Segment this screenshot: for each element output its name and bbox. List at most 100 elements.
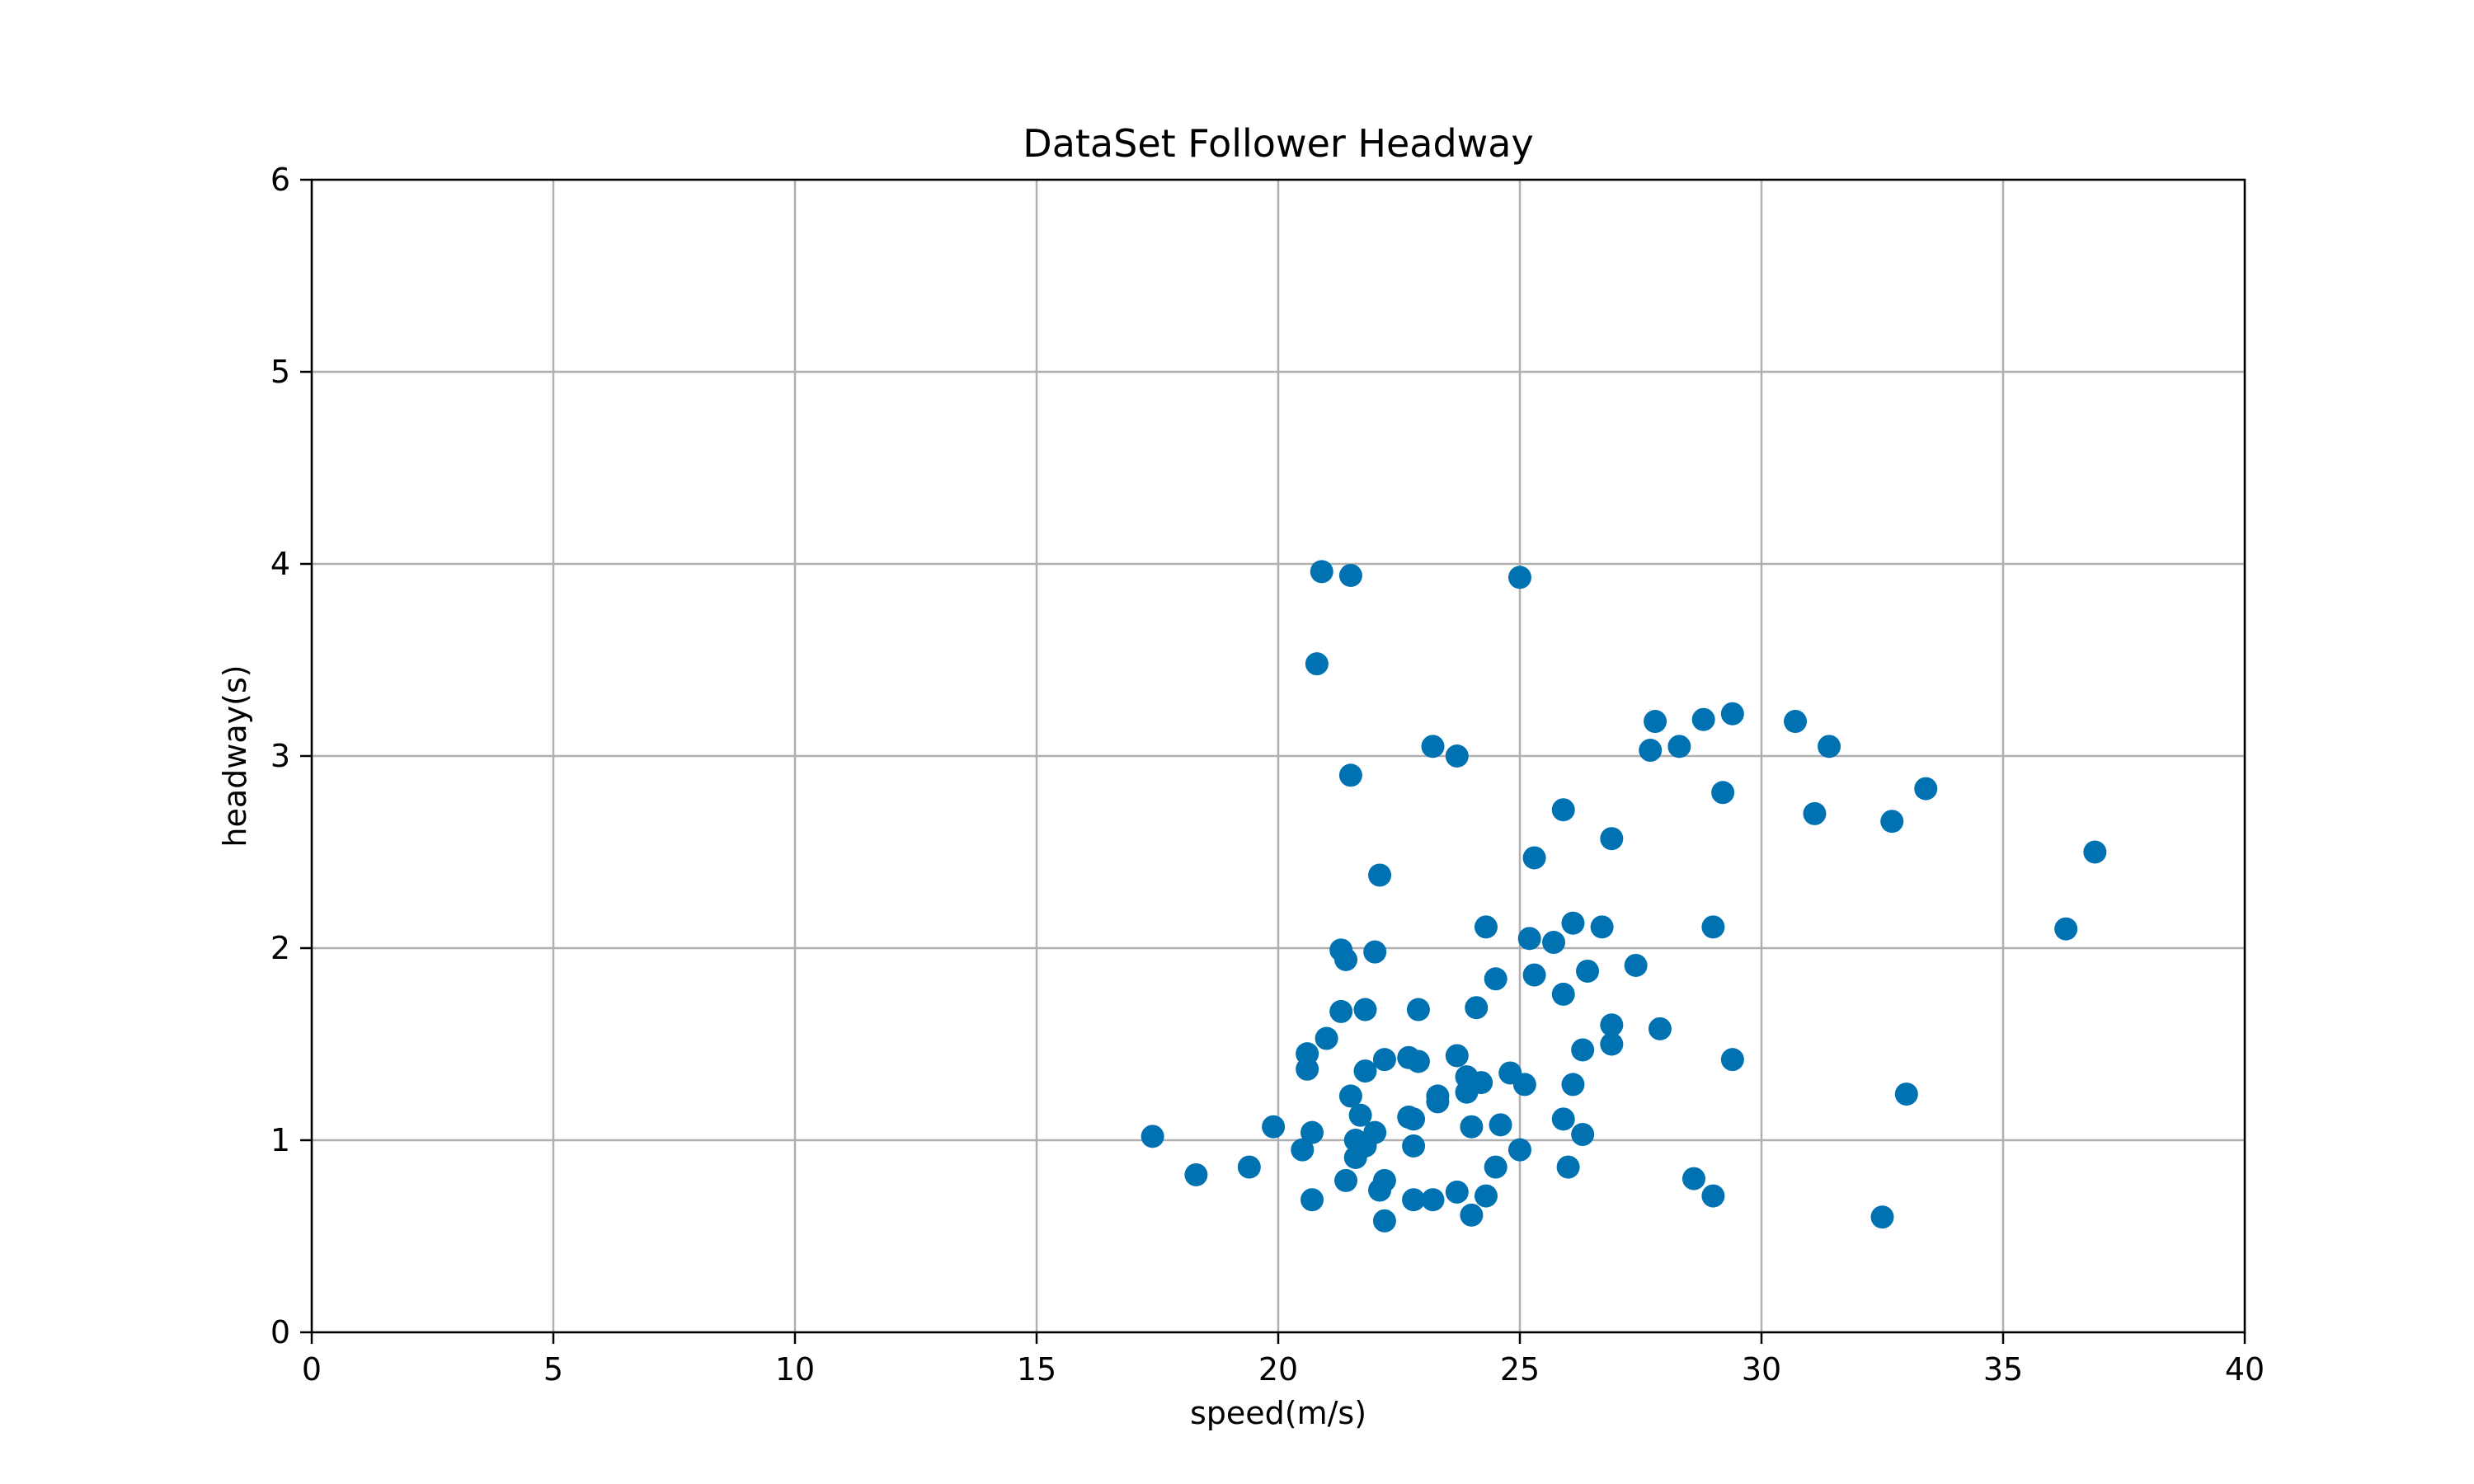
data-point: [1542, 931, 1566, 955]
data-point: [1300, 1188, 1324, 1212]
data-point: [1720, 702, 1744, 726]
data-point: [1315, 1026, 1338, 1050]
data-point: [1445, 1180, 1469, 1204]
data-point: [1818, 735, 1841, 758]
data-point: [1644, 710, 1667, 734]
data-point: [1363, 1120, 1387, 1144]
data-point: [2054, 917, 2078, 941]
data-point: [1484, 1155, 1507, 1179]
y-axis-label: headway(s): [217, 665, 253, 847]
data-point: [1512, 1073, 1536, 1097]
data-point: [1551, 798, 1575, 822]
data-point: [1363, 940, 1387, 964]
data-point: [1600, 1013, 1624, 1037]
data-point: [1368, 863, 1392, 887]
data-point: [1576, 959, 1600, 983]
data-point: [1372, 1209, 1396, 1233]
x-tick-label: 15: [1017, 1351, 1056, 1388]
data-point: [1372, 1168, 1396, 1192]
data-point: [1305, 652, 1329, 676]
data-point: [1561, 911, 1585, 935]
data-points: [1141, 560, 2107, 1233]
data-point: [1720, 1048, 1744, 1072]
data-point: [1421, 735, 1445, 758]
data-point: [1421, 1188, 1445, 1212]
data-point: [1551, 1107, 1575, 1131]
data-point: [1681, 1167, 1705, 1190]
x-tick-label: 0: [302, 1351, 322, 1388]
chart-title: DataSet Follower Headway: [1023, 121, 1533, 166]
data-point: [1310, 560, 1333, 584]
data-point: [1600, 827, 1624, 851]
data-point: [1711, 781, 1735, 805]
x-tick-label: 40: [2225, 1351, 2265, 1388]
data-point: [1460, 1203, 1484, 1227]
data-point: [1474, 1184, 1498, 1208]
data-point: [1784, 710, 1808, 734]
data-point: [1445, 1044, 1469, 1068]
data-point: [1624, 953, 1648, 977]
data-point: [1262, 1115, 1286, 1139]
data-point: [1522, 963, 1546, 987]
data-point: [1691, 707, 1715, 731]
x-tick-label: 5: [543, 1351, 563, 1388]
data-point: [1338, 1084, 1362, 1108]
data-point: [1870, 1205, 1894, 1229]
y-tick-label: 2: [270, 930, 290, 966]
data-point: [1334, 947, 1358, 971]
data-point: [1489, 1113, 1512, 1137]
grid: [310, 178, 2246, 1334]
data-point: [1300, 1120, 1324, 1144]
data-point: [1141, 1125, 1164, 1148]
y-tick-label: 5: [270, 354, 290, 390]
data-point: [1914, 777, 1938, 801]
data-point: [1517, 927, 1541, 951]
data-point: [1402, 1188, 1426, 1212]
data-point: [1402, 1134, 1426, 1158]
data-point: [1571, 1038, 1595, 1062]
data-point: [1348, 1103, 1372, 1127]
data-point: [1701, 915, 1725, 939]
data-point: [1561, 1073, 1585, 1097]
data-point: [1329, 999, 1353, 1023]
x-tick-label: 30: [1742, 1351, 1781, 1388]
data-point: [1590, 915, 1614, 939]
data-point: [1460, 1115, 1484, 1139]
data-point: [1508, 1138, 1531, 1162]
data-point: [1639, 739, 1663, 763]
y-tick-label: 3: [270, 738, 290, 774]
data-point: [1474, 915, 1498, 939]
data-point: [1402, 1107, 1426, 1131]
data-point: [1465, 996, 1489, 1020]
data-point: [1522, 846, 1546, 870]
data-point: [1894, 1082, 1918, 1106]
data-point: [1600, 1032, 1624, 1056]
data-point: [1508, 566, 1531, 589]
data-point: [2083, 840, 2107, 864]
y-tick-label: 4: [270, 546, 290, 582]
data-point: [1184, 1162, 1208, 1186]
x-tick-label: 10: [775, 1351, 815, 1388]
data-point: [1880, 810, 1904, 834]
data-point: [1291, 1138, 1315, 1162]
data-point: [1445, 744, 1469, 768]
y-tick-label: 0: [270, 1314, 290, 1350]
data-point: [1484, 967, 1507, 991]
data-point: [1701, 1184, 1725, 1208]
y-tick-label: 6: [270, 162, 290, 198]
x-tick-label: 25: [1500, 1351, 1540, 1388]
data-point: [1803, 801, 1827, 825]
data-point: [1667, 735, 1691, 758]
data-point: [1556, 1155, 1580, 1179]
x-tick-label: 35: [1983, 1351, 2023, 1388]
data-point: [1551, 982, 1575, 1006]
data-point: [1334, 1168, 1358, 1192]
data-point: [1470, 1071, 1493, 1095]
data-point: [1353, 998, 1377, 1021]
data-point: [1296, 1042, 1319, 1066]
data-point: [1406, 998, 1430, 1021]
data-point: [1353, 1059, 1377, 1083]
data-point: [1338, 563, 1362, 587]
